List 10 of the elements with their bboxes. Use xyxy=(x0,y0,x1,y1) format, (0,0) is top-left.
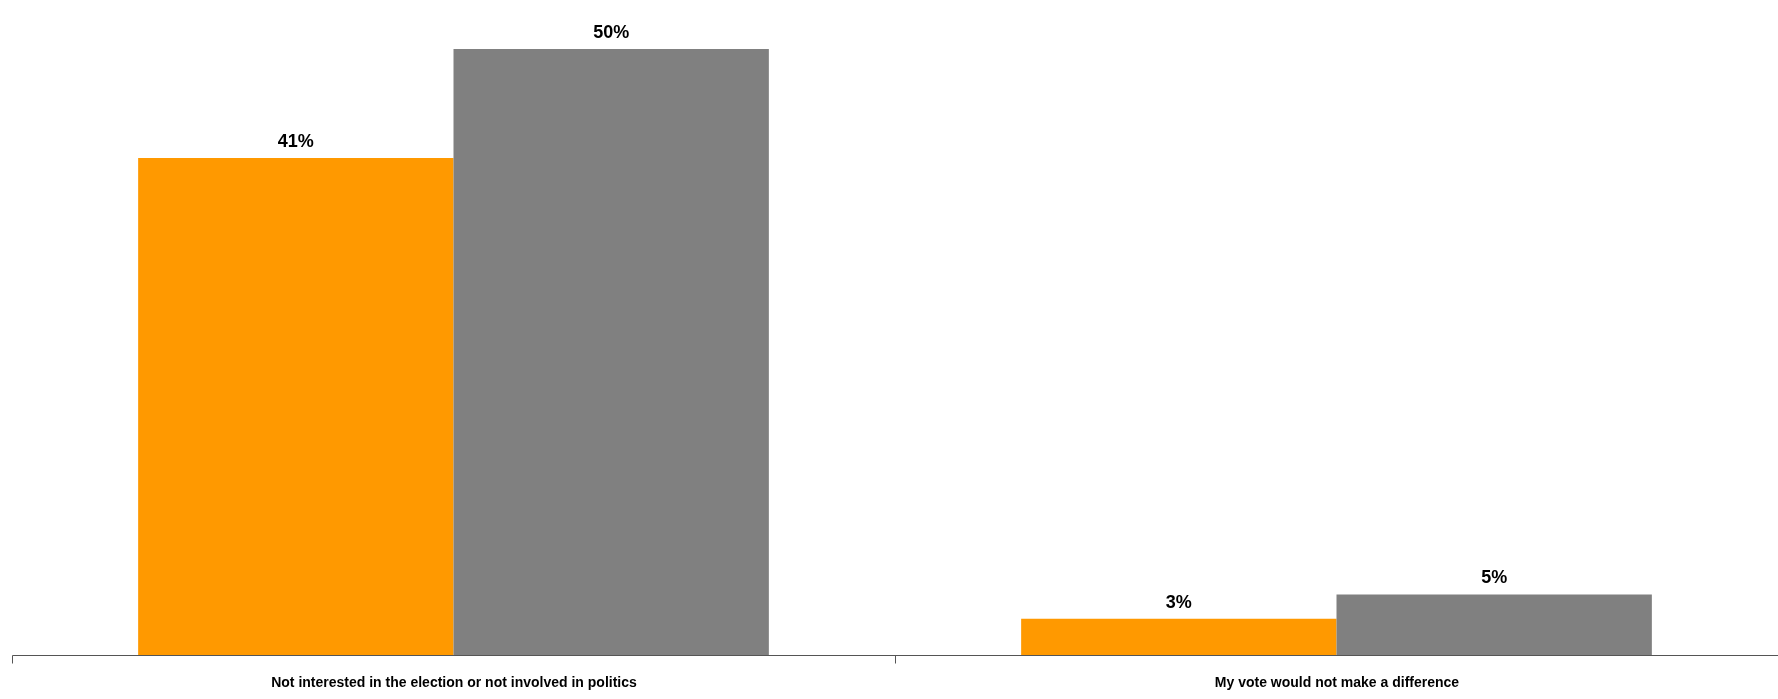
x-tick-label: Not interested in the election or not involved in politics xyxy=(271,673,638,690)
bar xyxy=(1021,618,1337,655)
x-tick-label: My vote would not make a difference xyxy=(1214,673,1460,690)
data-label: 3% xyxy=(1165,591,1192,612)
data-label: 5% xyxy=(1481,567,1508,588)
bar xyxy=(138,158,454,655)
data-label: 50% xyxy=(593,22,630,42)
data-label: 41% xyxy=(277,131,314,152)
bar xyxy=(453,49,769,655)
bar xyxy=(1336,594,1652,655)
